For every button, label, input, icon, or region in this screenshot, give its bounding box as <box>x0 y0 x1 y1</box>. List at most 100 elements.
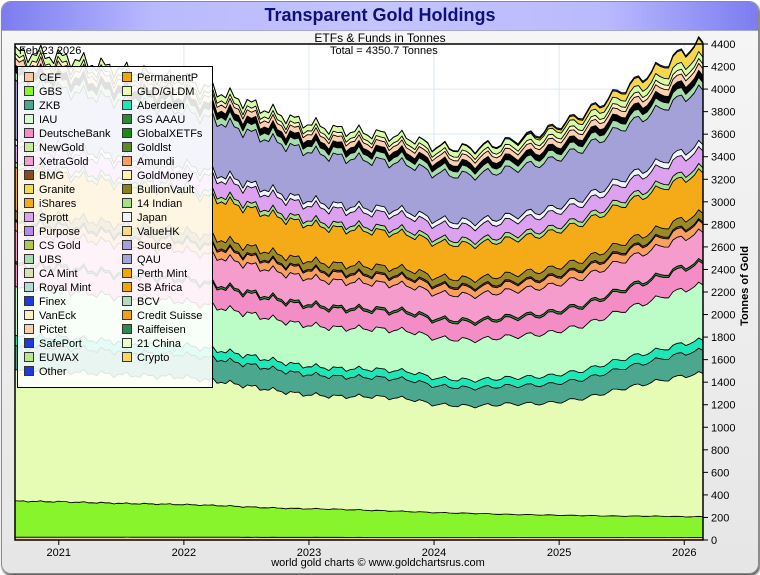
y-tick-label: 400 <box>711 490 729 502</box>
area-other <box>14 36 704 155</box>
legend-swatch <box>122 100 132 110</box>
legend-item: Credit Suisse <box>122 310 202 324</box>
legend-swatch <box>24 86 34 96</box>
legend-item: Source <box>122 240 172 254</box>
legend-swatch <box>122 296 132 306</box>
legend-item: Granite <box>24 184 75 198</box>
legend-label: SB Africa <box>137 282 183 294</box>
legend-item: Crypto <box>122 352 169 366</box>
legend-label: DeutscheBank <box>39 128 111 140</box>
y-tick-label: 3000 <box>711 197 735 209</box>
legend-swatch <box>122 170 132 180</box>
legend-item: CS Gold <box>24 240 81 254</box>
legend-swatch <box>24 114 34 124</box>
legend-label: Raiffeisen <box>137 324 186 336</box>
legend-swatch <box>122 212 132 222</box>
legend-swatch <box>24 100 34 110</box>
legend-item: Perth Mint <box>122 268 187 282</box>
y-tick-label: 3600 <box>711 129 735 141</box>
footer-credit: world gold charts © www.goldchartsrus.co… <box>271 557 485 569</box>
legend-item: 21 China <box>122 338 181 352</box>
y-tick-label: 3400 <box>711 152 735 164</box>
legend-item: BCV <box>122 296 160 310</box>
legend-item: Purpose <box>24 226 80 240</box>
legend-swatch <box>122 226 132 236</box>
legend-swatch <box>122 240 132 250</box>
legend-item: QAU <box>122 254 161 268</box>
legend-item: GlobalXETFs <box>122 128 202 142</box>
y-tick-label: 2200 <box>711 287 735 299</box>
legend-item: ValueHK <box>122 226 180 240</box>
legend-label: GBS <box>39 86 63 98</box>
legend-item: VanEck <box>24 310 76 324</box>
legend-label: Purpose <box>39 226 80 238</box>
legend-item: Other <box>24 366 67 380</box>
y-tick-label: 2600 <box>711 242 735 254</box>
y-tick-label: 2800 <box>711 219 735 231</box>
legend-item: GS AAAU <box>122 114 185 128</box>
legend-label: BullionVault <box>137 184 195 196</box>
legend-item: Goldlst <box>122 142 171 156</box>
legend-swatch <box>122 310 132 320</box>
legend-swatch <box>122 184 132 194</box>
legend-swatch <box>24 170 34 180</box>
legend-item: XetraGold <box>24 156 89 170</box>
legend-label: Amundi <box>137 156 175 168</box>
legend-label: SafePort <box>39 338 82 350</box>
legend-label: Credit Suisse <box>137 310 203 322</box>
legend-item: Finex <box>24 296 66 310</box>
y-tick-label: 1800 <box>711 332 735 344</box>
legend-label: ZKB <box>39 100 61 112</box>
legend-label: UBS <box>39 254 62 266</box>
x-tick-label: 2026 <box>672 547 696 559</box>
legend-item: Raiffeisen <box>122 324 186 338</box>
legend-swatch <box>24 296 34 306</box>
x-axis-ticks: 2021 2022 2023 2024 2025 2026 <box>47 540 696 559</box>
legend-swatch <box>24 128 34 138</box>
legend-item: SafePort <box>24 338 82 352</box>
chart-title: Transparent Gold Holdings <box>264 5 496 25</box>
legend-swatch <box>122 142 132 152</box>
legend-label: XetraGold <box>39 156 89 168</box>
legend-swatch <box>24 352 34 362</box>
legend-item: UBS <box>24 254 62 268</box>
legend-label: Other <box>39 366 67 378</box>
legend-swatch <box>24 310 34 320</box>
y-tick-label: 4000 <box>711 84 735 96</box>
legend-swatch <box>24 268 34 278</box>
y-tick-label: 200 <box>711 512 729 524</box>
legend-label: VanEck <box>39 310 77 322</box>
legend-label: Perth Mint <box>137 268 188 280</box>
legend-label: PermanentP <box>137 72 199 84</box>
legend-label: CA Mint <box>39 268 78 280</box>
legend-item: GBS <box>24 86 62 100</box>
legend-swatch <box>122 352 132 362</box>
legend-label: CEF <box>39 72 61 84</box>
date-label: Feb-23 2026 <box>19 45 82 57</box>
legend-swatch <box>24 198 34 208</box>
legend-swatch <box>122 324 132 334</box>
legend-item: Pictet <box>24 324 67 338</box>
x-tick-label: 2022 <box>172 547 196 559</box>
x-tick-label: 2021 <box>47 547 71 559</box>
legend-swatch <box>24 254 34 264</box>
legend-swatch <box>122 254 132 264</box>
legend-swatch <box>24 184 34 194</box>
legend-label: Aberdeen <box>137 100 185 112</box>
legend-label: NewGold <box>39 142 85 154</box>
legend-item: GLD/GLDM <box>122 86 194 100</box>
legend-label: GlobalXETFs <box>137 128 203 140</box>
legend-item: EUWAX <box>24 352 79 366</box>
legend-swatch <box>122 268 132 278</box>
legend-label: CS Gold <box>39 240 81 252</box>
y-axis-ticks: 0 200 400 600 800 1000 1200 1400 1600 1800 2000 220… <box>703 39 735 547</box>
legend-swatch <box>24 142 34 152</box>
legend-label: EUWAX <box>39 352 79 364</box>
legend-item: DeutscheBank <box>24 128 111 142</box>
y-tick-label: 2400 <box>711 264 735 276</box>
legend-item: iShares <box>24 198 76 212</box>
legend-label: Source <box>137 240 172 252</box>
legend-label: IAU <box>39 114 58 126</box>
legend-label: GS AAAU <box>137 114 186 126</box>
legend-item: 14 Indian <box>122 198 182 212</box>
